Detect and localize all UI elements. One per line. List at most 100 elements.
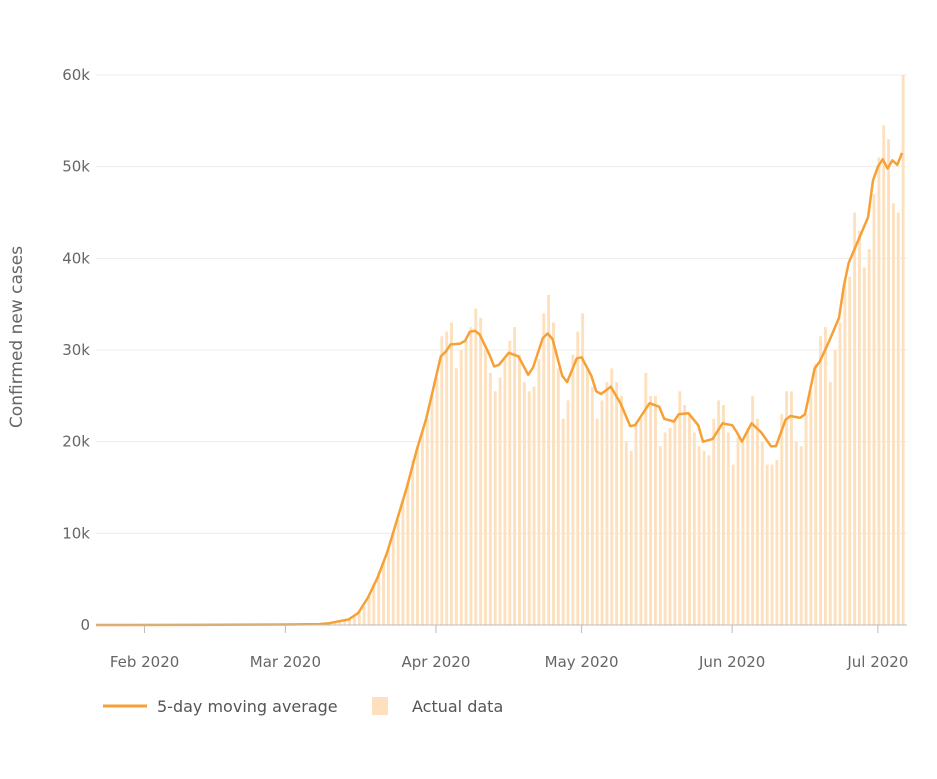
bar [760,441,764,625]
bar [542,313,546,625]
bar [362,606,366,625]
bar [697,446,701,625]
bar [678,391,682,625]
bar [503,359,507,625]
bar [382,560,385,625]
bar [479,317,483,625]
bar [833,350,837,625]
y-tick-label: 50k [62,158,90,176]
bar [527,391,531,625]
bar [688,414,691,625]
bar [571,354,575,625]
bar [406,482,410,625]
bar [595,418,599,625]
bar [809,391,813,625]
bar [770,464,774,625]
x-tick-label: Jul 2020 [846,653,908,671]
bar [556,368,560,625]
bar [561,418,565,625]
bar [348,618,351,625]
bar [547,295,551,625]
bar [372,583,376,625]
bar [566,400,570,625]
bar [440,336,444,625]
bar [435,377,439,625]
bar [634,423,638,625]
y-tick-label: 0 [80,616,90,634]
bar [537,359,541,625]
bar [576,331,580,625]
bar [726,432,730,625]
legend: 5-day moving average Actual data [103,697,503,716]
y-tick-label: 10k [62,524,90,542]
bar [896,212,900,625]
x-tick-label: Jun 2020 [698,653,765,671]
bar [493,391,497,625]
bar [629,450,633,625]
y-tick-label: 30k [62,341,90,359]
bar [610,368,614,625]
bar [823,327,827,625]
bar [469,327,473,625]
bar [814,363,818,625]
bar [658,446,662,625]
bar [581,313,585,625]
y-tick-labels: 0 10k 20k 30k 40k 50k 60k [62,66,90,634]
bar [411,460,415,625]
bar [430,395,434,625]
y-tick-label: 40k [62,249,90,267]
bar [848,276,852,625]
bar [518,354,521,625]
bar [484,350,487,625]
bar [717,400,721,625]
bar [887,139,891,625]
bar [644,372,648,625]
bar [785,391,789,625]
bar [600,400,604,625]
bar [877,157,881,625]
bar [474,308,478,625]
bar [722,405,725,625]
bar [513,327,517,625]
bar [794,441,798,625]
bar [683,405,687,625]
bar [712,418,716,625]
series-line [95,152,904,627]
bar [420,432,424,625]
bar [891,203,895,626]
bar-series-actual-data [284,75,905,626]
bar [488,372,492,625]
bar [464,340,468,625]
bar [649,395,653,625]
bar [872,194,876,625]
bar [843,281,847,625]
bar [425,418,429,625]
x-tick-labels: Feb 2020 Mar 2020 Apr 2020 May 2020 Jun 2020… [110,653,909,671]
y-axis-label: Confirmed new cases [7,246,27,428]
legend-bar-swatch [372,697,388,715]
bar [789,391,793,625]
bar [736,437,740,625]
bar [862,267,866,625]
bar [357,611,361,625]
bar [663,432,667,625]
bar [615,382,619,625]
bar [377,571,381,625]
bar [799,446,803,625]
x-tick-label: Feb 2020 [110,653,180,671]
bar [605,382,609,625]
bar [620,395,623,625]
bar [746,427,750,625]
bar [765,464,769,625]
bar [532,386,536,625]
bar [450,322,453,625]
bar [343,620,347,625]
bar [882,125,886,626]
bar [445,331,449,625]
bar [590,386,594,625]
bar [454,368,458,625]
bar [741,441,745,625]
axes [96,624,907,633]
y-tick-label: 20k [62,433,90,451]
